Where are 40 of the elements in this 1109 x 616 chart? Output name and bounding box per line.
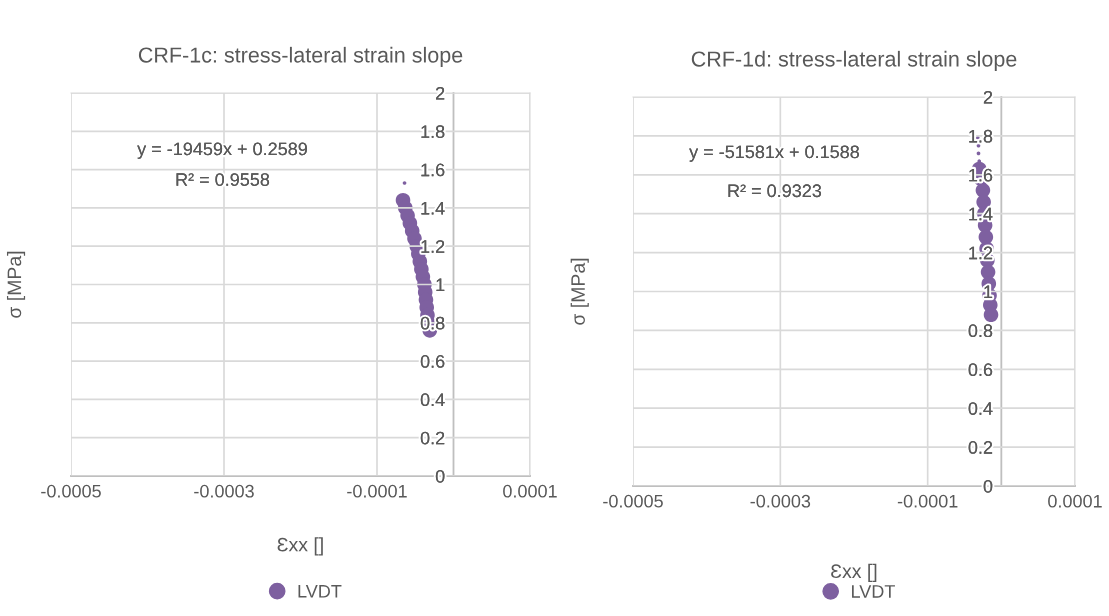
y-tick-label: 1.8	[421, 125, 445, 139]
x-tick-label: -0.0001	[347, 484, 407, 498]
x-tick-label: 0.0001	[1048, 494, 1102, 508]
y-tick-label: 0.6	[420, 355, 445, 368]
y-tick-label: 0.4	[420, 393, 445, 407]
y-tick-label: 1	[436, 278, 445, 292]
y-tick-label: 1.8	[969, 129, 993, 143]
y-tick-label: 0.2	[968, 441, 993, 454]
y-tick-label: 0.6	[968, 363, 993, 377]
y-tick-label: 2	[436, 86, 445, 100]
annotation: y = -19459x + 0.2589	[137, 142, 307, 159]
chart-title: CRF-1c: stress-lateral strain slope	[138, 46, 463, 67]
y-axis-title: σ [MPa]	[6, 251, 26, 318]
x-tick-label: -0.0003	[194, 484, 254, 498]
annotation: R² = 0.9323	[728, 184, 822, 198]
y-tick-label: 1.2	[421, 240, 445, 253]
x-axis-title: Ɛxx []	[831, 563, 877, 582]
legend-label: LVDT	[852, 585, 895, 598]
y-tick-label: 1.6	[421, 163, 445, 177]
y-tick-label: 0	[435, 469, 445, 483]
annotation: y = -51581x + 0.1588	[689, 145, 859, 162]
x-tick-label: -0.0005	[603, 494, 663, 508]
y-axis-title: σ [MPa]	[570, 258, 589, 325]
y-tick-label: 0.8	[968, 324, 993, 338]
y-tick-label: 0.2	[420, 431, 445, 445]
x-tick-label: -0.0003	[750, 494, 811, 508]
y-tick-label: 2	[983, 90, 993, 104]
x-tick-label: -0.0001	[897, 494, 958, 508]
y-tick-label: 0.4	[968, 402, 993, 415]
y-tick-label: 1.4	[969, 207, 993, 221]
y-tick-label: 0	[983, 479, 993, 493]
x-tick-label: 0.0001	[503, 484, 557, 498]
annotation: R² = 0.9558	[176, 173, 270, 186]
y-tick-label: 1.4	[421, 202, 445, 215]
legend-label: LVDT	[298, 585, 342, 598]
x-axis-title: Ɛxx []	[277, 537, 323, 556]
y-tick-label: 1.2	[969, 246, 993, 260]
x-tick-label: -0.0005	[41, 484, 101, 498]
chart-title: CRF-1d: stress-lateral strain slope	[691, 50, 1017, 71]
y-tick-label: 1.6	[969, 168, 993, 182]
